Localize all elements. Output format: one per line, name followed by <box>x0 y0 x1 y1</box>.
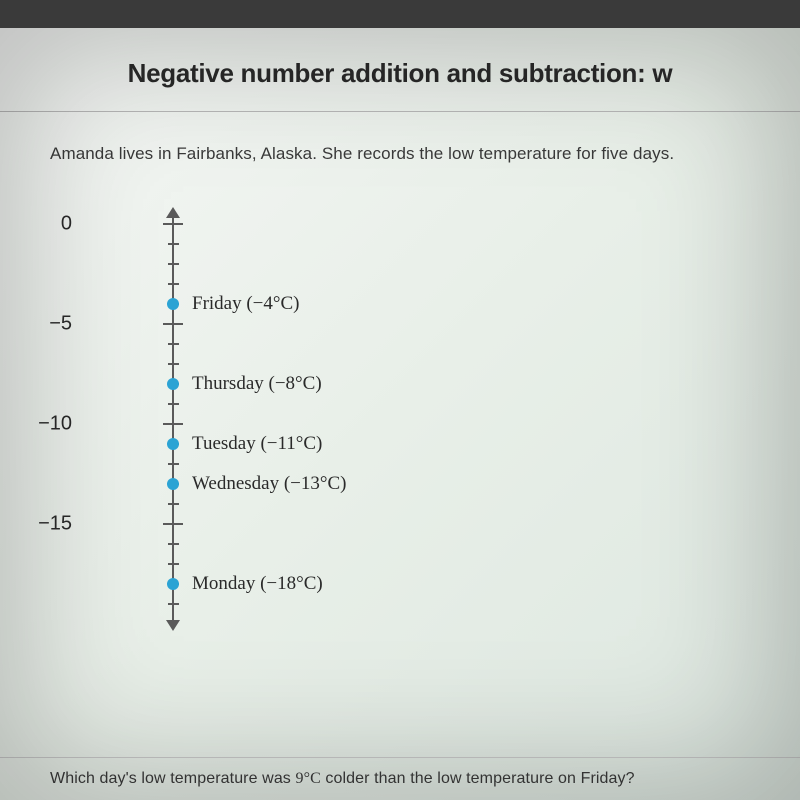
axis-tick-label: 0 <box>61 213 72 236</box>
page-content: Negative number addition and subtraction… <box>0 28 800 800</box>
data-label-friday: Friday (−4°C) <box>192 293 300 315</box>
axis-tick-minor <box>168 463 179 465</box>
problem-prompt: Amanda lives in Fairbanks, Alaska. She r… <box>0 144 800 164</box>
browser-chrome-bar <box>0 0 800 28</box>
axis-tick-minor <box>168 503 179 505</box>
data-label-tuesday: Tuesday (−11°C) <box>192 433 322 455</box>
question-value: 9°C <box>295 770 320 787</box>
axis-tick-minor <box>168 243 179 245</box>
axis-tick-major <box>163 323 183 325</box>
axis-tick-minor <box>168 603 179 605</box>
data-label-monday: Monday (−18°C) <box>192 573 323 595</box>
page-title: Negative number addition and subtraction… <box>40 58 760 89</box>
axis-tick-minor <box>168 563 179 565</box>
axis-tick-minor <box>168 343 179 345</box>
axis-tick-major <box>163 423 183 425</box>
axis-tick-minor <box>168 363 179 365</box>
data-label-wednesday: Wednesday (−13°C) <box>192 473 347 495</box>
title-section: Negative number addition and subtraction… <box>0 58 800 111</box>
axis-arrow-down-icon <box>166 620 180 631</box>
data-point-thursday <box>167 378 179 390</box>
question-text: Which day's low temperature was 9°C cold… <box>50 770 780 788</box>
question-suffix: colder than the low temperature on Frida… <box>321 770 635 787</box>
axis-tick-minor <box>168 283 179 285</box>
data-label-thursday: Thursday (−8°C) <box>192 373 322 395</box>
axis-tick-minor <box>168 263 179 265</box>
axis-tick-label: −15 <box>38 513 72 536</box>
data-point-friday <box>167 298 179 310</box>
data-point-tuesday <box>167 438 179 450</box>
data-point-wednesday <box>167 478 179 490</box>
footer-divider <box>0 757 800 758</box>
axis-tick-minor <box>168 403 179 405</box>
axis-tick-label: −5 <box>49 313 72 336</box>
axis-tick-label: −10 <box>38 413 72 436</box>
question-prefix: Which day's low temperature was <box>50 770 295 787</box>
axis-tick-major <box>163 523 183 525</box>
title-divider <box>0 111 800 112</box>
axis-tick-minor <box>168 543 179 545</box>
number-line-chart: 0−5−10−15Friday (−4°C)Thursday (−8°C)Tue… <box>130 204 800 644</box>
axis-tick-major <box>163 223 183 225</box>
data-point-monday <box>167 578 179 590</box>
